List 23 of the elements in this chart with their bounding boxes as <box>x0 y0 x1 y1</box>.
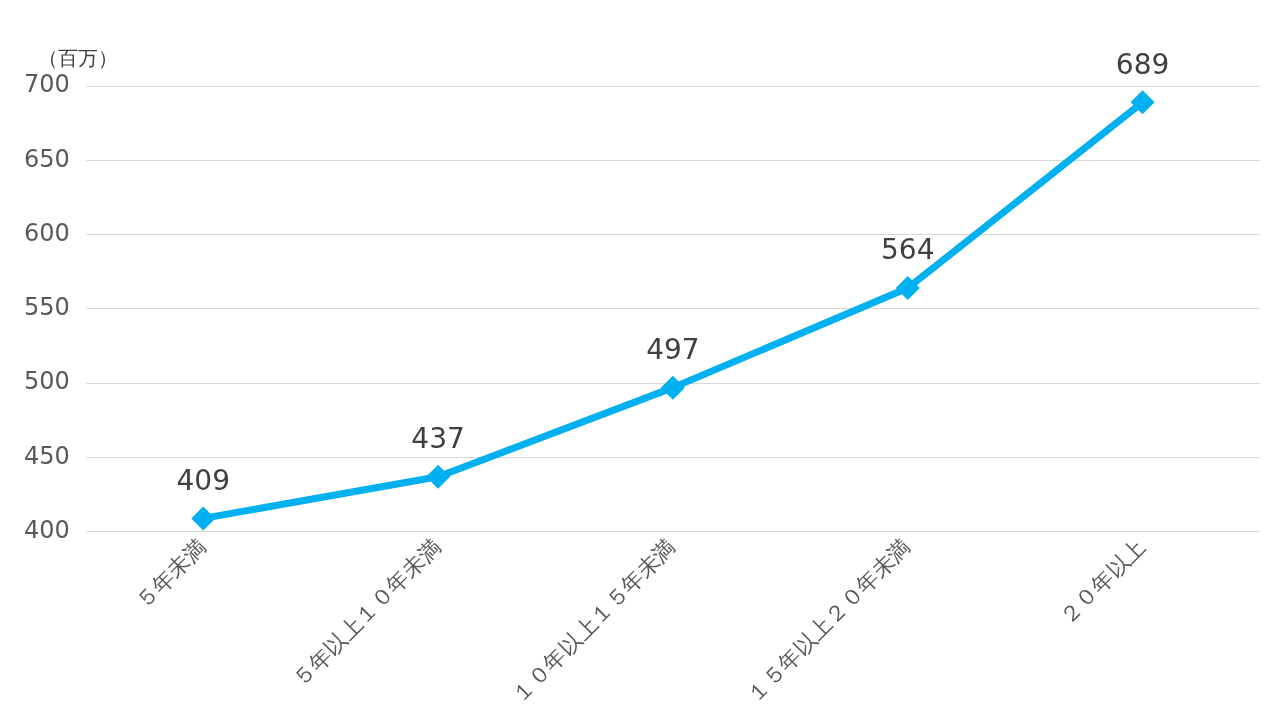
data-label: 497 <box>646 332 700 366</box>
y-tick-label: 450 <box>24 441 70 470</box>
x-tick-label: ５年未満 <box>130 534 211 614</box>
y-tick-label: 550 <box>24 293 70 322</box>
point <box>426 464 451 489</box>
y-axis-title: （百万） <box>38 46 118 71</box>
y-tick-label: 700 <box>24 70 70 99</box>
x-tick-label: １０年以上１５年未満 <box>507 534 681 708</box>
data-label: 564 <box>881 233 935 267</box>
data-label: 689 <box>1115 47 1170 81</box>
y-tick-label: 500 <box>24 367 70 396</box>
point <box>191 506 216 531</box>
y-tick-label: 400 <box>24 516 70 544</box>
x-tick-label: １５年以上２０年未満 <box>742 534 916 708</box>
x-tick-label: ２０年以上 <box>1054 534 1151 630</box>
y-tick-label: 650 <box>24 144 70 173</box>
point <box>1130 90 1155 115</box>
x-tick-label: ５年以上１０年未満 <box>287 534 446 692</box>
data-label: 409 <box>176 463 230 497</box>
data-label: 437 <box>411 422 465 456</box>
point <box>895 276 920 301</box>
point <box>660 375 685 400</box>
y-tick-label: 600 <box>24 218 70 247</box>
